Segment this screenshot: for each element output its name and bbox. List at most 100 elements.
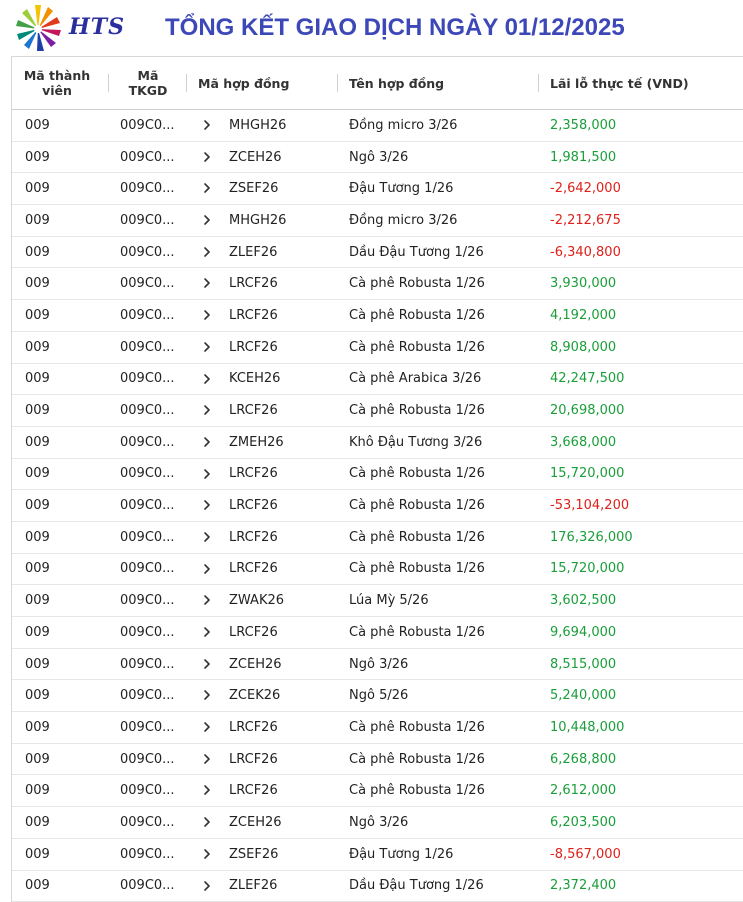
column-separator: [108, 74, 109, 92]
column-header-contract-code[interactable]: Mã hợp đồng: [198, 57, 289, 109]
chevron-right-icon[interactable]: [201, 563, 213, 575]
cell-account: 009C0...: [120, 300, 175, 331]
cell-contract-name: Đậu Tương 1/26: [349, 173, 453, 204]
cell-pnl: -8,567,000: [550, 839, 621, 870]
cell-member: 009: [25, 173, 50, 204]
chevron-right-icon[interactable]: [201, 182, 213, 194]
column-header-account-line1: Mã: [138, 68, 159, 83]
chevron-right-icon[interactable]: [201, 436, 213, 448]
chevron-right-icon[interactable]: [201, 880, 213, 892]
cell-pnl: 9,694,000: [550, 617, 616, 648]
cell-contract-code: LRCF26: [229, 300, 278, 331]
cell-contract-name: Cà phê Robusta 1/26: [349, 617, 485, 648]
cell-account: 009C0...: [120, 205, 175, 236]
cell-contract-code: LRCF26: [229, 332, 278, 363]
chevron-right-icon[interactable]: [201, 277, 213, 289]
column-separator: [186, 74, 187, 92]
chevron-right-icon[interactable]: [201, 721, 213, 733]
cell-account: 009C0...: [120, 490, 175, 521]
cell-pnl: 5,240,000: [550, 680, 616, 711]
chevron-right-icon[interactable]: [201, 246, 213, 258]
cell-pnl: 6,203,500: [550, 807, 616, 838]
cell-pnl: 8,908,000: [550, 332, 616, 363]
cell-contract-name: Đồng micro 3/26: [349, 205, 457, 236]
cell-contract-code: KCEH26: [229, 364, 280, 395]
cell-contract-name: Đồng micro 3/26: [349, 110, 457, 141]
column-header-contract-name[interactable]: Tên hợp đồng: [349, 57, 444, 109]
chevron-right-icon[interactable]: [201, 404, 213, 416]
chevron-right-icon[interactable]: [201, 816, 213, 828]
cell-pnl: 3,930,000: [550, 268, 616, 299]
chevron-right-icon[interactable]: [201, 784, 213, 796]
cell-contract-name: Cà phê Robusta 1/26: [349, 395, 485, 426]
cell-member: 009: [25, 712, 50, 743]
chevron-right-icon[interactable]: [201, 214, 213, 226]
chevron-right-icon[interactable]: [201, 658, 213, 670]
cell-member: 009: [25, 871, 50, 902]
cell-account: 009C0...: [120, 268, 175, 299]
cell-pnl: 15,720,000: [550, 459, 624, 490]
chevron-right-icon[interactable]: [201, 594, 213, 606]
column-header-pnl[interactable]: Lãi lỗ thực tế (VND): [550, 57, 689, 109]
cell-member: 009: [25, 839, 50, 870]
chevron-right-icon[interactable]: [201, 468, 213, 480]
chevron-right-icon[interactable]: [201, 689, 213, 701]
cell-contract-name: Cà phê Arabica 3/26: [349, 364, 481, 395]
cell-contract-name: Cà phê Robusta 1/26: [349, 300, 485, 331]
chevron-right-icon[interactable]: [201, 373, 213, 385]
chevron-right-icon[interactable]: [201, 499, 213, 511]
cell-pnl: 2,372,400: [550, 871, 616, 902]
column-separator: [337, 74, 338, 92]
cell-contract-name: Cà phê Robusta 1/26: [349, 268, 485, 299]
chevron-right-icon[interactable]: [201, 119, 213, 131]
chevron-right-icon[interactable]: [201, 848, 213, 860]
cell-contract-name: Ngô 3/26: [349, 142, 408, 173]
cell-contract-code: LRCF26: [229, 744, 278, 775]
chevron-right-icon[interactable]: [201, 309, 213, 321]
chevron-right-icon[interactable]: [201, 753, 213, 765]
cell-pnl: 4,192,000: [550, 300, 616, 331]
cell-contract-name: Ngô 5/26: [349, 680, 408, 711]
cell-contract-code: ZSEF26: [229, 839, 278, 870]
chevron-right-icon[interactable]: [201, 151, 213, 163]
cell-contract-name: Ngô 3/26: [349, 807, 408, 838]
cell-member: 009: [25, 459, 50, 490]
cell-pnl: 1,981,500: [550, 142, 616, 173]
cell-contract-name: Cà phê Robusta 1/26: [349, 459, 485, 490]
chevron-right-icon[interactable]: [201, 626, 213, 638]
chevron-right-icon[interactable]: [201, 341, 213, 353]
cell-contract-name: Cà phê Robusta 1/26: [349, 775, 485, 806]
cell-member: 009: [25, 807, 50, 838]
chevron-right-icon[interactable]: [201, 531, 213, 543]
cell-pnl: 3,668,000: [550, 427, 616, 458]
cell-contract-name: Cà phê Robusta 1/26: [349, 712, 485, 743]
column-header-member-line1: Mã thành: [24, 68, 90, 83]
